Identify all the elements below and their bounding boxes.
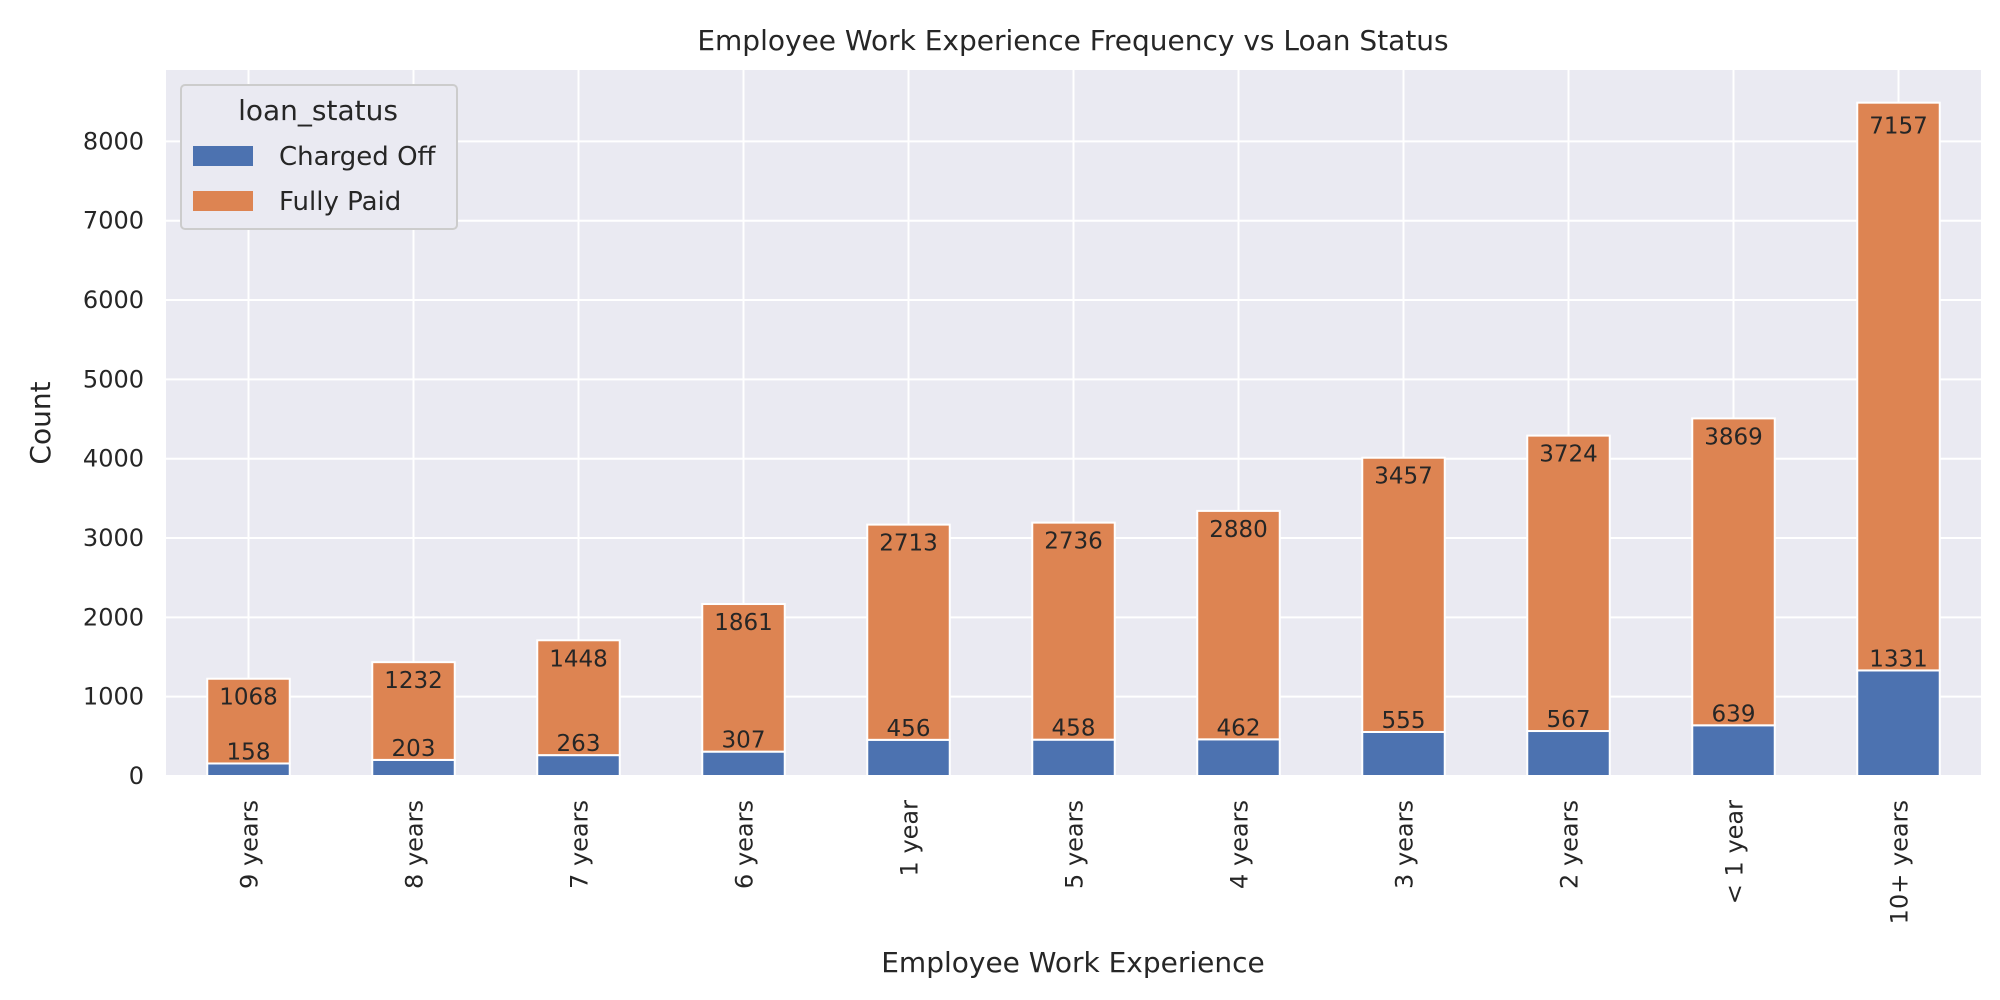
data-labels: 158 1068 203 1232 263 1448 307 1861 456 2713 458 27… — [219, 113, 1928, 765]
bar-charged-off-1-year — [866, 738, 951, 777]
bar-charged-off-2-years — [1526, 730, 1611, 777]
y-tick-labels: 0 1000 2000 3000 4000 5000 6000 7000 8000 — [83, 127, 144, 790]
data-label-charged-off-5-years: 458 — [1052, 716, 1096, 742]
legend-title: loan_status — [238, 94, 398, 127]
x-tick-label-2-years: 2 years — [1556, 800, 1584, 889]
data-label-charged-off-7-years: 263 — [557, 731, 601, 757]
x-tick-label-8-years: 8 years — [401, 800, 429, 889]
bar-fully-paid-6-years — [701, 603, 786, 753]
bar-fully-paid-7-years — [536, 639, 621, 757]
data-label-fully-paid-7-years: 1448 — [549, 646, 608, 672]
bar-charged-off-3-years — [1361, 730, 1446, 778]
data-label-charged-off-3-years: 555 — [1382, 708, 1426, 734]
bar-fully-paid-4-years — [1196, 509, 1281, 741]
data-label-fully-paid-6-years: 1861 — [714, 610, 773, 636]
y-axis-label: Count — [24, 381, 57, 464]
y-tick-label-6000: 6000 — [83, 286, 144, 314]
data-label-fully-paid-10-years: 7157 — [1869, 113, 1928, 139]
x-axis-label: Employee Work Experience — [881, 946, 1265, 979]
y-tick-label-0: 0 — [129, 762, 144, 790]
bars — [206, 101, 1941, 778]
y-tick-label-8000: 8000 — [83, 127, 144, 155]
legend-label-fully-paid: Fully Paid — [279, 187, 401, 217]
data-label-fully-paid-2-years: 3724 — [1539, 442, 1598, 468]
y-tick-label-5000: 5000 — [83, 365, 144, 393]
bar-fully-paid-5-years — [1031, 521, 1116, 741]
data-label-charged-off-1-year: 456 — [887, 716, 931, 742]
bar-fully-paid-2-years — [1526, 434, 1611, 733]
data-label-fully-paid-1-year: 3869 — [1704, 424, 1763, 450]
data-label-charged-off-2-years: 567 — [1547, 707, 1591, 733]
bar-charged-off-10-years — [1856, 669, 1941, 777]
data-label-fully-paid-8-years: 1232 — [384, 668, 443, 694]
x-tick-label-1-year: 1 year — [896, 800, 924, 877]
bar-fully-paid-1-year — [866, 523, 951, 741]
data-label-charged-off-1-year: 639 — [1712, 701, 1756, 727]
x-tick-label-9-years: 9 years — [236, 800, 264, 889]
data-label-charged-off-4-years: 462 — [1217, 715, 1261, 741]
x-tick-label-7-years: 7 years — [566, 800, 594, 889]
y-tick-label-1000: 1000 — [83, 683, 144, 711]
data-label-fully-paid-3-years: 3457 — [1374, 464, 1433, 490]
data-label-fully-paid-4-years: 2880 — [1209, 517, 1268, 543]
data-label-fully-paid-5-years: 2736 — [1044, 529, 1103, 555]
legend-swatch-charged-off — [193, 146, 253, 166]
bar-fully-paid-10-years — [1856, 101, 1941, 672]
x-tick-labels: 9 years 8 years 7 years 6 years 1 year 5 year… — [236, 800, 1914, 924]
x-tick-label-4-years: 4 years — [1226, 800, 1254, 889]
data-label-charged-off-10-years: 1331 — [1869, 646, 1928, 672]
bar-fully-paid-8-years — [371, 661, 456, 761]
y-tick-label-7000: 7000 — [83, 207, 144, 235]
legend-label-charged-off: Charged Off — [279, 142, 437, 172]
bar-charged-off-5-years — [1031, 738, 1116, 777]
bar-charged-off-4-years — [1196, 738, 1281, 777]
bar-fully-paid-9-years — [206, 677, 291, 765]
data-label-fully-paid-1-year: 2713 — [879, 531, 938, 557]
x-tick-label-5-years: 5 years — [1061, 800, 1089, 889]
bar-charged-off-1-year — [1691, 724, 1776, 778]
chart-title: Employee Work Experience Frequency vs Lo… — [697, 24, 1448, 57]
data-label-charged-off-6-years: 307 — [722, 728, 766, 754]
bar-fully-paid-3-years — [1361, 456, 1446, 733]
data-label-charged-off-9-years: 158 — [227, 739, 271, 765]
y-tick-label-3000: 3000 — [83, 524, 144, 552]
legend: loan_status Charged Off Fully Paid — [180, 84, 458, 230]
bar-charged-off-8-years — [371, 758, 456, 777]
x-tick-label-1-year: < 1 year — [1721, 800, 1749, 904]
x-tick-label-3-years: 3 years — [1391, 800, 1419, 889]
legend-swatch-fully-paid — [193, 191, 253, 211]
y-tick-label-2000: 2000 — [83, 603, 144, 631]
data-label-fully-paid-9-years: 1068 — [219, 685, 278, 711]
bar-charged-off-7-years — [536, 754, 621, 778]
x-tick-label-6-years: 6 years — [731, 800, 759, 889]
x-tick-label-10-years: 10+ years — [1886, 800, 1914, 924]
y-tick-label-4000: 4000 — [83, 445, 144, 473]
bar-charged-off-6-years — [701, 750, 786, 778]
bar-fully-paid-1-year — [1691, 417, 1776, 727]
data-label-charged-off-8-years: 203 — [392, 736, 436, 762]
